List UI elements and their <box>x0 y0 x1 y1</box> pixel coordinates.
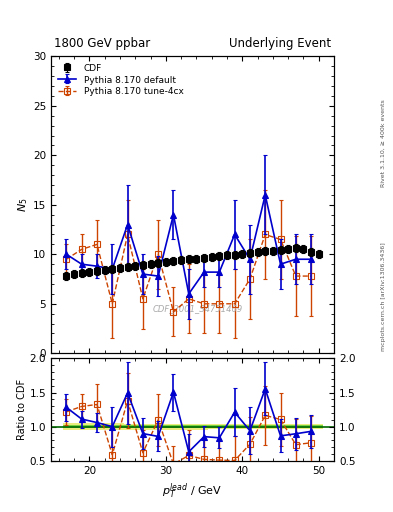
Text: 1800 GeV ppbar: 1800 GeV ppbar <box>54 37 150 50</box>
Text: Rivet 3.1.10, ≥ 400k events: Rivet 3.1.10, ≥ 400k events <box>381 99 386 187</box>
Y-axis label: Ratio to CDF: Ratio to CDF <box>17 379 27 440</box>
Text: mcplots.cern.ch [arXiv:1306.3436]: mcplots.cern.ch [arXiv:1306.3436] <box>381 243 386 351</box>
Text: CDF_2001_S4751469: CDF_2001_S4751469 <box>153 304 243 313</box>
X-axis label: $p_T^{lead}$ / GeV: $p_T^{lead}$ / GeV <box>162 481 223 501</box>
Legend: CDF, Pythia 8.170 default, Pythia 8.170 tune-4cx: CDF, Pythia 8.170 default, Pythia 8.170 … <box>55 61 186 99</box>
Y-axis label: $N_5$: $N_5$ <box>17 198 30 212</box>
Text: Underlying Event: Underlying Event <box>229 37 331 50</box>
